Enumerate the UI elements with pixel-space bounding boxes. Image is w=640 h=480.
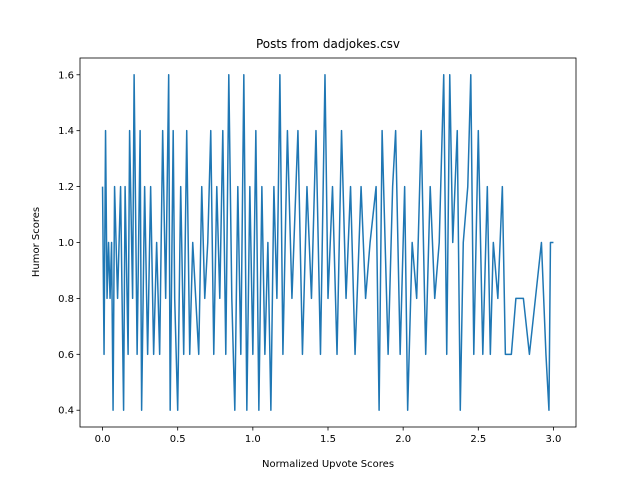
y-tick-label: 0.4 [58, 406, 74, 417]
plot-area [101, 74, 554, 411]
x-tick-label: 1.0 [245, 434, 261, 445]
x-tick-label: 1.5 [320, 434, 336, 445]
y-tick-label: 1.6 [58, 70, 74, 81]
x-tick-label: 0.5 [170, 434, 186, 445]
y-tick-label: 1.0 [58, 238, 74, 249]
y-tick-label: 1.2 [58, 182, 74, 193]
plot-frame [79, 57, 577, 428]
y-tick-label: 1.4 [58, 126, 74, 137]
y-tick-label: 0.6 [58, 350, 74, 361]
x-tick-label: 2.5 [470, 434, 486, 445]
x-axis-label: Normalized Upvote Scores [262, 459, 394, 470]
x-tick-label: 3.0 [546, 434, 562, 445]
x-tick-label: 2.0 [395, 434, 411, 445]
data-line [101, 74, 554, 411]
y-tick-label: 0.8 [58, 294, 74, 305]
x-tick-label: 0.0 [95, 434, 111, 445]
chart-title: Posts from dadjokes.csv [256, 37, 400, 51]
y-axis-label: Humor Scores [31, 207, 42, 277]
